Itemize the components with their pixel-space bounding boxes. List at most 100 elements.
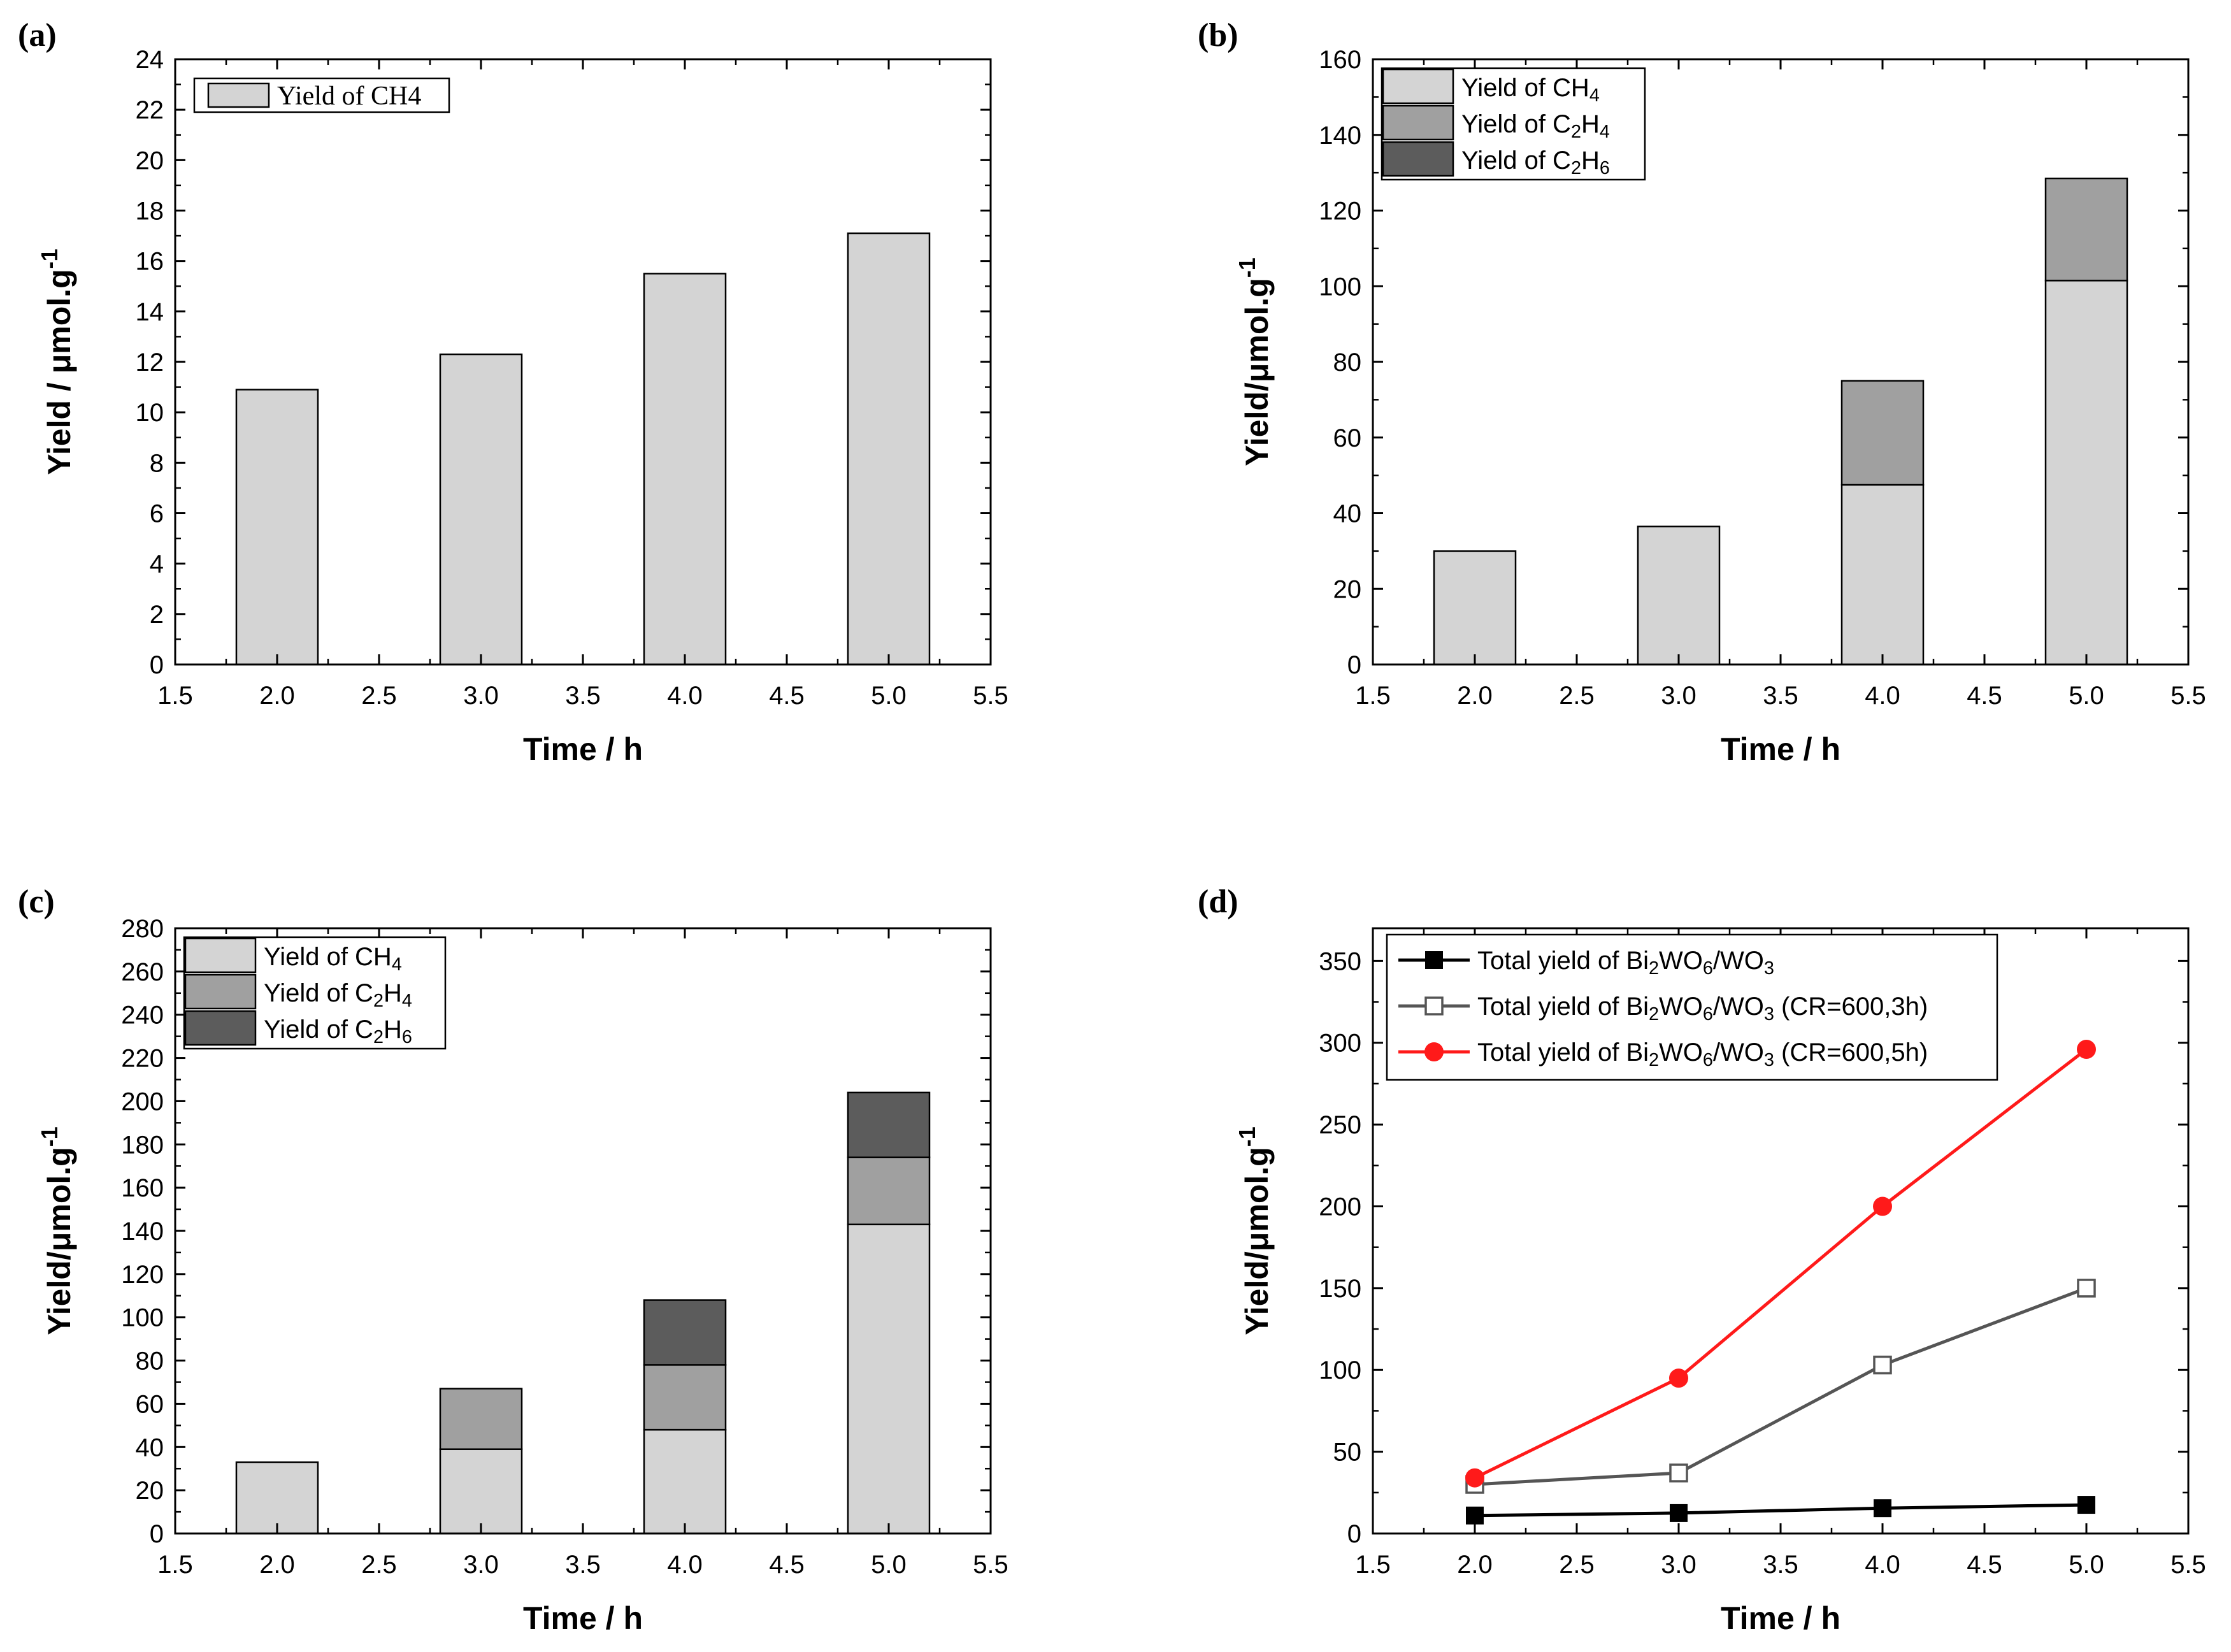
legend-marker	[1425, 951, 1443, 969]
y-tick-label: 8	[150, 449, 164, 477]
y-tick-label: 150	[1319, 1275, 1361, 1303]
subscript: 3	[1764, 1050, 1774, 1070]
x-tick-label: 1.5	[157, 1551, 193, 1579]
x-tick-label: 5.5	[973, 682, 1008, 710]
y-tick-label: 120	[121, 1261, 164, 1289]
text-part: Yield of C	[1461, 147, 1571, 175]
bar-segment	[643, 1299, 727, 1366]
panel-label: (d)	[1198, 884, 1238, 920]
y-tick-label: 60	[1333, 424, 1362, 452]
bar-segment	[643, 1428, 727, 1535]
legend-swatch	[1382, 104, 1454, 141]
text-part: Total yield of Bi	[1477, 947, 1649, 975]
series-line	[1474, 1048, 2088, 1479]
subscript: 6	[1703, 1004, 1713, 1024]
x-tick-label: 4.0	[667, 682, 703, 710]
bar-segment	[439, 1388, 523, 1450]
bar-segment	[439, 1448, 523, 1535]
subscript: 2	[1649, 1050, 1659, 1070]
y-tick-label: 2	[150, 601, 164, 629]
data-point	[1873, 1196, 1892, 1216]
y-tick-label: 80	[1333, 348, 1362, 377]
subscript: 3	[1764, 958, 1774, 979]
data-point	[2077, 1040, 2096, 1059]
y-tick-label: 12	[136, 348, 164, 377]
legend-label: Yield of CH4	[264, 943, 402, 975]
y-tick-label: 40	[136, 1433, 164, 1462]
x-axis-title: Time / h	[1721, 1600, 1840, 1636]
y-tick-label: 140	[121, 1217, 164, 1246]
text-part: /WO	[1713, 947, 1764, 975]
legend-marker	[1424, 1042, 1444, 1061]
y-tick-label: 120	[1319, 198, 1361, 226]
series-line	[1474, 1503, 2087, 1518]
y-tick-label: 20	[136, 1477, 164, 1505]
text-part: /WO	[1713, 993, 1764, 1021]
bar-segment	[643, 273, 727, 666]
subscript: 6	[1600, 158, 1610, 178]
y-axis-title: Yield / μmol.g-1	[36, 248, 77, 475]
y-tick-label: 14	[136, 298, 164, 326]
y-tick-label: 0	[150, 1520, 164, 1548]
y-tick-label: 50	[1333, 1439, 1362, 1467]
y-tick-label: 160	[121, 1174, 164, 1202]
x-tick-label: 2.5	[361, 1551, 397, 1579]
y-tick-label: 250	[1319, 1111, 1361, 1139]
subscript: 4	[392, 954, 402, 975]
text-part: (CR=600,3h)	[1774, 993, 1928, 1021]
bar-segment	[1637, 526, 1721, 666]
y-tick-label: 20	[1333, 575, 1362, 603]
legend-swatch	[1382, 141, 1454, 177]
x-tick-label: 5.0	[871, 1551, 907, 1579]
x-tick-label: 3.5	[565, 1551, 601, 1579]
text-part: Yield of CH	[1461, 74, 1589, 102]
subscript: 6	[402, 1027, 412, 1047]
x-tick-label: 4.0	[667, 1551, 703, 1579]
y-tick-label: 140	[1319, 122, 1361, 150]
y-tick-label: 200	[1319, 1193, 1361, 1221]
y-tick-label: 22	[136, 96, 164, 124]
x-tick-label: 2.0	[1457, 1551, 1493, 1579]
y-tick-label: 0	[1347, 1520, 1361, 1548]
panel-b: (b) 1.5 2.0 2.5 3.0 3.5 4.0 4.5 5.0 5.5 0 20 40 60 80 1…	[1198, 17, 2206, 767]
y-tick-label: 100	[121, 1304, 164, 1332]
x-tick-label: 2.5	[1559, 682, 1595, 710]
bar-segment	[847, 232, 931, 666]
legend-label: Total yield of Bi2WO6/WO3	[1477, 947, 1774, 979]
x-tick-label: 3.5	[565, 682, 601, 710]
text-part: H	[384, 979, 402, 1007]
y-tick-label: 160	[1319, 46, 1361, 74]
y-axis-title: Yield/μmol.g-1	[1234, 257, 1275, 466]
legend-label: Yield of C2H4	[264, 979, 412, 1011]
x-tick-label: 2.0	[259, 1551, 295, 1579]
subscript: 2	[1649, 1004, 1659, 1024]
panel-d: (d) 1.5 2.0 2.5 3.0 3.5 4.0 4.5 5.0 5.5 0 50 100 150 2…	[1198, 884, 2206, 1636]
x-tick-label: 4.0	[1865, 1551, 1900, 1579]
text-part: Yield of C	[264, 979, 373, 1007]
x-tick-label: 4.5	[769, 682, 805, 710]
bar-segment	[847, 1156, 931, 1226]
legend-label: Yield of C2H4	[1461, 110, 1610, 142]
text-part: (CR=600,5h)	[1774, 1038, 1928, 1067]
y-tick-label: 18	[136, 198, 164, 226]
y-tick-label: 80	[136, 1347, 164, 1375]
data-point	[1669, 1368, 1688, 1388]
y-tick-label: 300	[1319, 1030, 1361, 1058]
data-point	[1465, 1468, 1484, 1488]
x-tick-label: 4.5	[1967, 1551, 2002, 1579]
subscript: 4	[1589, 85, 1600, 106]
x-tick-label: 3.0	[1661, 682, 1697, 710]
legend-box	[1386, 933, 1998, 1081]
x-tick-label: 3.5	[1763, 682, 1798, 710]
data-point	[1669, 1463, 1688, 1483]
subscript: 2	[1571, 158, 1581, 178]
text-part: WO	[1659, 993, 1703, 1021]
text-part: Yield/μmol.g	[1239, 1147, 1275, 1335]
x-tick-label: 1.5	[157, 682, 193, 710]
panel-label: (c)	[18, 884, 55, 920]
x-tick-label: 4.5	[1967, 682, 2002, 710]
series-line	[1474, 1286, 2087, 1486]
y-tick-label: 40	[1333, 500, 1362, 528]
data-point	[1874, 1499, 1891, 1518]
